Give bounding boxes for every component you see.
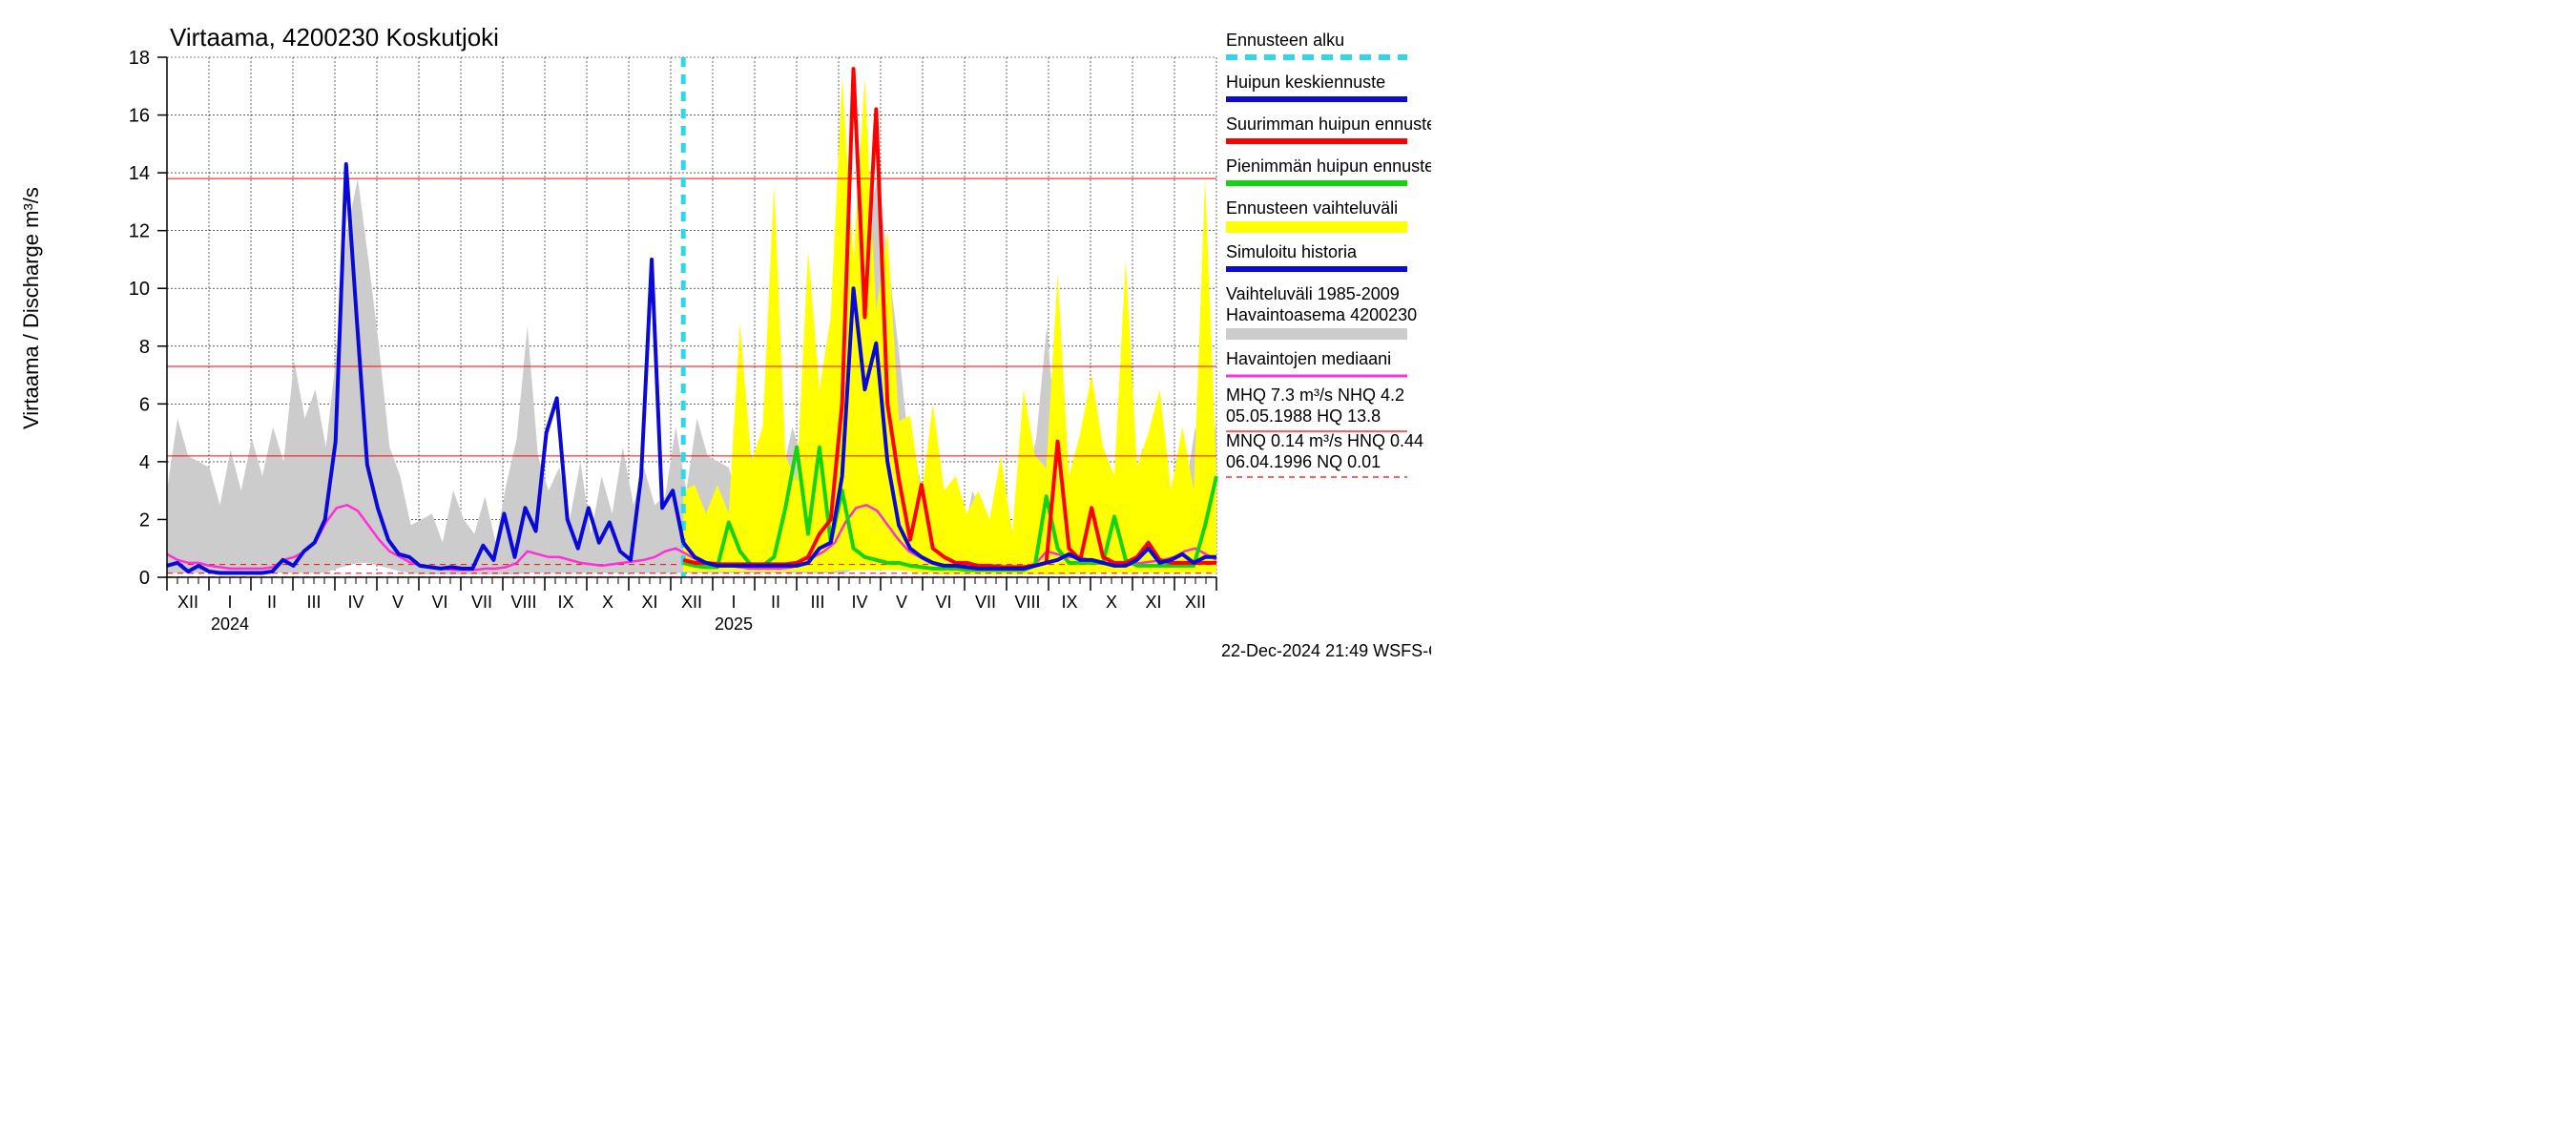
svg-text:14: 14 xyxy=(129,163,150,184)
svg-text:06.04.1996 NQ 0.01: 06.04.1996 NQ 0.01 xyxy=(1226,452,1381,471)
svg-text:VII: VII xyxy=(975,593,996,612)
svg-text:05.05.1988 HQ 13.8: 05.05.1988 HQ 13.8 xyxy=(1226,406,1381,426)
svg-text:XII: XII xyxy=(681,593,702,612)
svg-text:8: 8 xyxy=(139,337,150,358)
svg-text:Havaintojen mediaani: Havaintojen mediaani xyxy=(1226,349,1391,368)
svg-text:4: 4 xyxy=(139,452,150,473)
svg-text:V: V xyxy=(392,593,404,612)
svg-text:Simuloitu historia: Simuloitu historia xyxy=(1226,242,1358,261)
chart-title: Virtaama, 4200230 Koskutjoki xyxy=(170,23,499,52)
svg-text:Pienimmän huipun ennuste: Pienimmän huipun ennuste xyxy=(1226,156,1431,176)
svg-text:Ennusteen alku: Ennusteen alku xyxy=(1226,31,1344,50)
svg-text:MHQ 7.3 m³/s NHQ 4.2: MHQ 7.3 m³/s NHQ 4.2 xyxy=(1226,385,1404,405)
svg-text:XII: XII xyxy=(1185,593,1206,612)
svg-text:2025: 2025 xyxy=(715,614,753,634)
svg-text:2: 2 xyxy=(139,510,150,531)
svg-text:VIII: VIII xyxy=(1014,593,1040,612)
svg-text:6: 6 xyxy=(139,394,150,415)
svg-text:12: 12 xyxy=(129,221,150,242)
svg-text:VII: VII xyxy=(471,593,492,612)
svg-text:IV: IV xyxy=(347,593,364,612)
svg-text:IX: IX xyxy=(1061,593,1077,612)
svg-text:XI: XI xyxy=(1145,593,1161,612)
svg-text:II: II xyxy=(267,593,277,612)
svg-text:VIII: VIII xyxy=(510,593,536,612)
svg-text:I: I xyxy=(227,593,232,612)
svg-text:Havaintoasema 4200230: Havaintoasema 4200230 xyxy=(1226,305,1417,324)
svg-text:X: X xyxy=(1106,593,1117,612)
svg-text:IV: IV xyxy=(851,593,867,612)
svg-text:III: III xyxy=(810,593,824,612)
svg-text:IX: IX xyxy=(557,593,573,612)
y-axis-label: Virtaama / Discharge m³/s xyxy=(19,187,43,429)
discharge-chart: Virtaama, 4200230 Koskutjoki Virtaama / … xyxy=(0,0,1431,668)
svg-text:XI: XI xyxy=(641,593,657,612)
svg-text:0: 0 xyxy=(139,568,150,589)
svg-text:18: 18 xyxy=(129,48,150,69)
svg-text:VI: VI xyxy=(935,593,951,612)
footer-timestamp: 22-Dec-2024 21:49 WSFS-O xyxy=(1221,641,1431,660)
svg-text:2024: 2024 xyxy=(211,614,249,634)
svg-text:III: III xyxy=(306,593,321,612)
svg-text:10: 10 xyxy=(129,279,150,300)
svg-text:MNQ 0.14 m³/s HNQ 0.44: MNQ 0.14 m³/s HNQ 0.44 xyxy=(1226,431,1423,450)
svg-text:V: V xyxy=(896,593,907,612)
svg-text:Suurimman huipun ennuste: Suurimman huipun ennuste xyxy=(1226,114,1431,134)
svg-text:Huipun keskiennuste: Huipun keskiennuste xyxy=(1226,73,1385,92)
svg-text:Ennusteen vaihteluväli: Ennusteen vaihteluväli xyxy=(1226,198,1398,218)
svg-text:16: 16 xyxy=(129,106,150,127)
svg-text:II: II xyxy=(771,593,780,612)
svg-text:X: X xyxy=(602,593,613,612)
svg-text:XII: XII xyxy=(177,593,198,612)
svg-text:I: I xyxy=(731,593,736,612)
svg-text:VI: VI xyxy=(431,593,447,612)
svg-text:Vaihteluväli 1985-2009: Vaihteluväli 1985-2009 xyxy=(1226,284,1400,303)
